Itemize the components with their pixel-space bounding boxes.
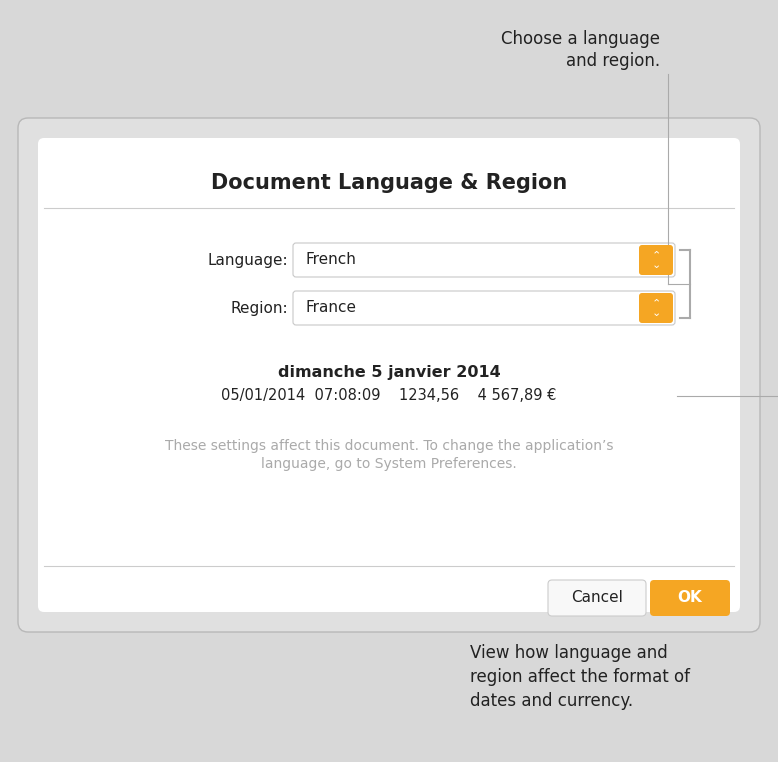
Text: French: French [306,252,357,267]
Text: 05/01/2014  07:08:09    1234,56    4 567,89 €: 05/01/2014 07:08:09 1234,56 4 567,89 € [221,389,557,404]
Text: Language:: Language: [208,252,288,267]
FancyBboxPatch shape [293,291,675,325]
Text: View how language and: View how language and [470,644,668,662]
FancyBboxPatch shape [293,243,675,277]
Text: Region:: Region: [230,300,288,315]
Text: language, go to System Preferences.: language, go to System Preferences. [261,457,517,471]
Text: France: France [306,300,357,315]
Text: ⌃: ⌃ [651,298,661,308]
FancyBboxPatch shape [18,118,760,632]
Text: ⌄: ⌄ [651,260,661,270]
Text: Choose a language: Choose a language [501,30,660,48]
FancyBboxPatch shape [639,293,673,323]
Text: OK: OK [678,591,703,606]
Text: Document Language & Region: Document Language & Region [211,173,567,193]
Text: ⌃: ⌃ [651,250,661,260]
Text: region affect the format of: region affect the format of [470,668,690,686]
Text: dates and currency.: dates and currency. [470,692,633,710]
Text: dimanche 5 janvier 2014: dimanche 5 janvier 2014 [278,364,500,379]
Text: These settings affect this document. To change the application’s: These settings affect this document. To … [165,439,613,453]
FancyBboxPatch shape [38,138,740,612]
Text: ⌄: ⌄ [651,308,661,318]
FancyBboxPatch shape [548,580,646,616]
Text: Cancel: Cancel [571,591,623,606]
FancyBboxPatch shape [650,580,730,616]
FancyBboxPatch shape [639,245,673,275]
Text: and region.: and region. [566,52,660,70]
